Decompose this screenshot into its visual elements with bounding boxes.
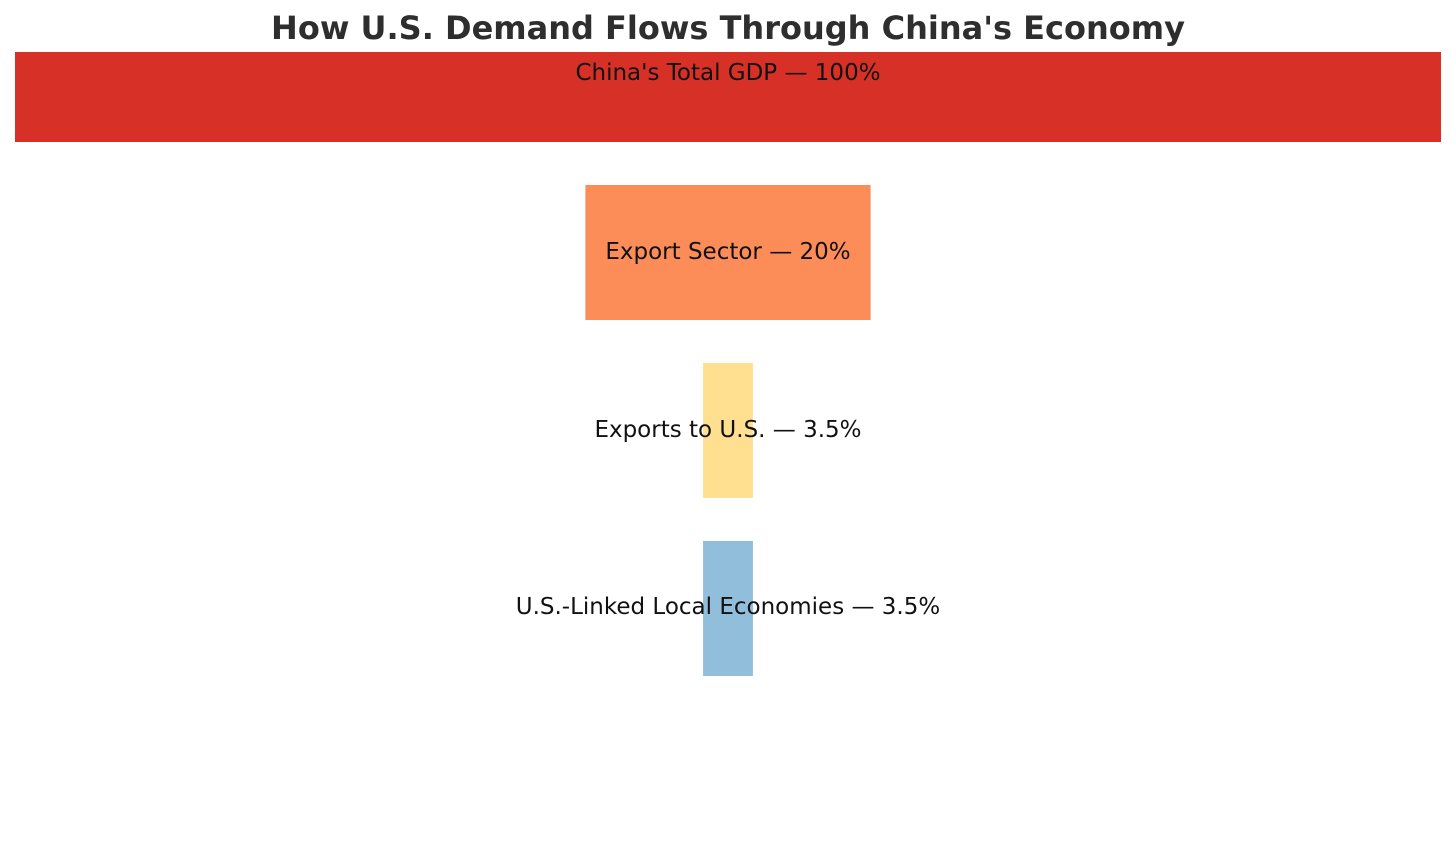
stage-label-4: U.S.-Linked Local Economies — 3.5% <box>516 594 941 620</box>
labels-layer: China's Total GDP — 100% Export Sector — … <box>516 60 941 620</box>
stage-label-3: Exports to U.S. — 3.5% <box>594 417 861 443</box>
bars-layer <box>15 52 1441 676</box>
stage-label-2: Export Sector — 20% <box>605 239 850 265</box>
stage-label-1: China's Total GDP — 100% <box>575 60 880 86</box>
